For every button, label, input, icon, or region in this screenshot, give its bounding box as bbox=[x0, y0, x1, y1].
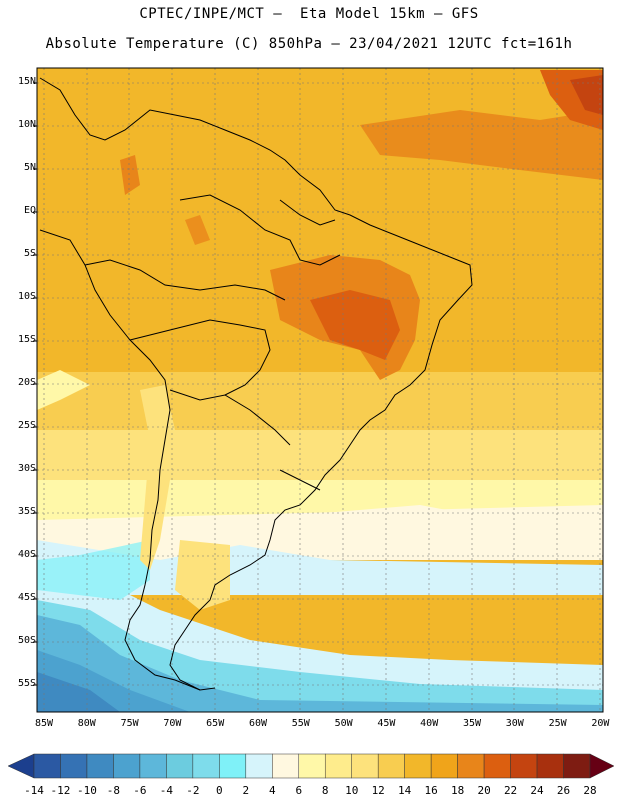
lon-label: 45W bbox=[377, 718, 396, 729]
lat-label: 5S bbox=[23, 248, 36, 259]
colorbar-swatch bbox=[139, 753, 167, 779]
colorbar-label: 6 bbox=[295, 784, 303, 797]
colorbar-label: 28 bbox=[583, 784, 597, 797]
lon-label: 55W bbox=[291, 718, 310, 729]
colorbar-swatch bbox=[245, 753, 273, 779]
colorbar-swatch bbox=[536, 753, 564, 779]
colorbar-swatch bbox=[86, 753, 114, 779]
colorbar-swatch bbox=[483, 753, 511, 779]
lat-label: 10S bbox=[17, 291, 36, 302]
colorbar-label: 18 bbox=[450, 784, 465, 797]
colorbar-swatch bbox=[192, 753, 220, 779]
colorbar-label: 4 bbox=[268, 784, 276, 797]
lat-label: 5N bbox=[23, 162, 36, 173]
colorbar-max-arrow bbox=[589, 753, 615, 779]
colorbar-swatch bbox=[298, 753, 326, 779]
colorbar-swatch bbox=[324, 753, 352, 779]
lon-label: 20W bbox=[591, 718, 610, 729]
lon-label: 50W bbox=[334, 718, 353, 729]
colorbar-label: -4 bbox=[159, 784, 173, 797]
colorbar-swatch bbox=[510, 753, 538, 779]
colorbar-min-arrow bbox=[7, 753, 35, 779]
colorbar-swatch bbox=[563, 753, 591, 779]
lon-label: 30W bbox=[505, 718, 524, 729]
colorbar-label: -2 bbox=[186, 784, 200, 797]
colorbar-swatch bbox=[166, 753, 194, 779]
colorbar-swatch bbox=[457, 753, 485, 779]
lat-label: 10N bbox=[17, 119, 36, 130]
lon-label: 80W bbox=[77, 718, 96, 729]
lon-label: 85W bbox=[34, 718, 54, 729]
colorbar-label: 16 bbox=[424, 784, 438, 797]
colorbar-swatch bbox=[113, 753, 141, 779]
lat-label: 50S bbox=[17, 635, 36, 646]
colorbar-label: 12 bbox=[371, 784, 385, 797]
lon-label: 75W bbox=[120, 718, 139, 729]
lat-label: 20S bbox=[17, 377, 36, 388]
map-frame bbox=[36, 67, 604, 713]
lat-label: 35S bbox=[17, 506, 36, 517]
colorbar-label: -12 bbox=[50, 784, 71, 797]
colorbar-swatch bbox=[60, 753, 88, 779]
colorbar-label: 24 bbox=[530, 784, 544, 797]
temperature-field bbox=[37, 68, 603, 712]
colorbar-label: 2 bbox=[242, 784, 250, 797]
lon-label: 60W bbox=[248, 718, 268, 729]
lat-label: 15N bbox=[17, 76, 36, 87]
lon-label: 65W bbox=[206, 718, 225, 729]
colorbar-label: 14 bbox=[398, 784, 412, 797]
colorbar-label: 0 bbox=[216, 784, 223, 797]
colorbar-swatch bbox=[219, 753, 247, 779]
map-title: CPTEC/INPE/MCT – Eta Model 15km – GFS bbox=[139, 6, 479, 22]
map-subtitle: Absolute Temperature (C) 850hPa – 23/04/… bbox=[45, 36, 573, 52]
lat-label: 25S bbox=[17, 420, 36, 431]
colorbar-label: 22 bbox=[503, 784, 518, 797]
colorbar-label: -6 bbox=[133, 784, 147, 797]
colorbar-swatch bbox=[272, 753, 300, 779]
lon-label: 25W bbox=[548, 718, 567, 729]
colorbar-label: -14 bbox=[24, 784, 44, 797]
colorbar-swatch bbox=[33, 753, 61, 779]
lon-label: 70W bbox=[163, 718, 182, 729]
lat-label: 45S bbox=[17, 592, 36, 603]
colorbar-label: 26 bbox=[556, 784, 571, 797]
colorbar-label: 8 bbox=[321, 784, 329, 797]
colorbar-label: -10 bbox=[77, 784, 97, 797]
colorbar-swatch bbox=[351, 753, 379, 779]
colorbar-swatch bbox=[377, 753, 405, 779]
colorbar-label: 20 bbox=[477, 784, 491, 797]
colorbar-swatch bbox=[430, 753, 458, 779]
lat-label: 55S bbox=[17, 678, 36, 689]
lon-label: 40W bbox=[420, 718, 439, 729]
lon-label: 35W bbox=[462, 718, 482, 729]
colorbar bbox=[7, 753, 615, 779]
lat-label: 30S bbox=[17, 463, 36, 474]
colorbar-label: 10 bbox=[345, 784, 359, 797]
lat-label: EQ bbox=[23, 205, 36, 216]
coastlines bbox=[39, 77, 473, 691]
lat-label: 15S bbox=[17, 334, 36, 345]
colorbar-swatch bbox=[404, 753, 432, 779]
lat-label: 40S bbox=[17, 549, 36, 560]
colorbar-label: -8 bbox=[106, 784, 121, 797]
